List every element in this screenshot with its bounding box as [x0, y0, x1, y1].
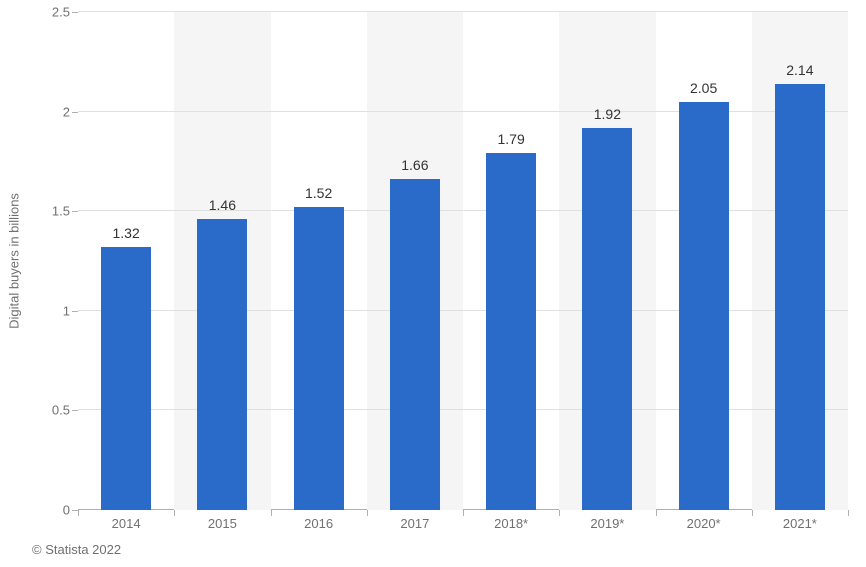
- y-tick-label: 2.5: [10, 5, 70, 20]
- gridline: [78, 11, 848, 12]
- x-tick-mark: [271, 510, 272, 516]
- y-tick-mark: [72, 410, 78, 411]
- attribution-text: © Statista 2022: [32, 542, 121, 557]
- x-tick-label: 2014: [112, 516, 141, 531]
- x-tick-mark: [78, 510, 79, 516]
- x-tick-label: 2021*: [783, 516, 817, 531]
- gridline: [78, 210, 848, 211]
- x-tick-mark: [367, 510, 368, 516]
- bar-value-label: 1.79: [486, 131, 536, 147]
- bar: 1.52: [294, 207, 344, 510]
- bar-value-label: 1.46: [197, 197, 247, 213]
- bar: 1.79: [486, 153, 536, 510]
- y-tick-mark: [72, 311, 78, 312]
- bar: 1.46: [197, 219, 247, 510]
- bar-value-label: 1.32: [101, 225, 151, 241]
- gridline: [78, 409, 848, 410]
- bar-value-label: 2.05: [679, 80, 729, 96]
- bar-value-label: 2.14: [775, 62, 825, 78]
- x-tick-label: 2016: [304, 516, 333, 531]
- y-tick-label: 1: [10, 303, 70, 318]
- y-tick-mark: [72, 112, 78, 113]
- y-tick-mark: [72, 211, 78, 212]
- x-tick-mark: [752, 510, 753, 516]
- y-tick-mark: [72, 12, 78, 13]
- bar: 1.92: [582, 128, 632, 510]
- x-tick-mark: [559, 510, 560, 516]
- x-tick-label: 2020*: [687, 516, 721, 531]
- bar: 2.14: [775, 84, 825, 510]
- x-tick-mark: [174, 510, 175, 516]
- y-tick-label: 2: [10, 104, 70, 119]
- gridline: [78, 310, 848, 311]
- y-tick-label: 1.5: [10, 204, 70, 219]
- x-tick-label: 2017: [400, 516, 429, 531]
- x-tick-mark: [463, 510, 464, 516]
- x-tick-label: 2019*: [590, 516, 624, 531]
- bar-value-label: 1.66: [390, 157, 440, 173]
- x-tick-mark: [848, 510, 849, 516]
- bar: 2.05: [679, 102, 729, 510]
- chart-container: 1.321.461.521.661.791.922.052.14 Digital…: [0, 0, 866, 567]
- bar: 1.32: [101, 247, 151, 510]
- x-tick-label: 2018*: [494, 516, 528, 531]
- bar: 1.66: [390, 179, 440, 510]
- y-tick-label: 0.5: [10, 403, 70, 418]
- x-tick-label: 2015: [208, 516, 237, 531]
- bar-value-label: 1.92: [582, 106, 632, 122]
- plot-area: 1.32 1.46 1.52 1.66 1.79 1.92 2.05 2.14: [78, 12, 848, 510]
- y-tick-label: 0: [10, 503, 70, 518]
- gridline: [78, 111, 848, 112]
- bar-value-label: 1.52: [294, 185, 344, 201]
- x-tick-mark: [656, 510, 657, 516]
